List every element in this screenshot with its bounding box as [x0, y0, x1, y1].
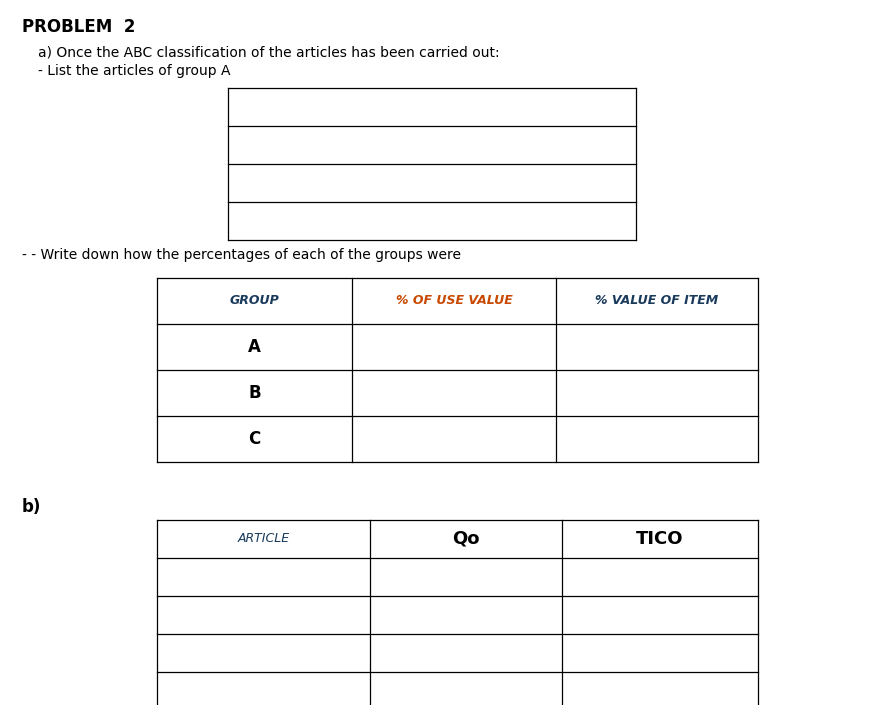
Text: PROBLEM  2: PROBLEM 2	[22, 18, 135, 36]
Text: % OF USE VALUE: % OF USE VALUE	[395, 295, 512, 307]
Text: GROUP: GROUP	[230, 295, 280, 307]
Text: Qo: Qo	[452, 530, 480, 548]
Text: b): b)	[22, 498, 42, 516]
Text: B: B	[248, 384, 260, 402]
Text: a) Once the ABC classification of the articles has been carried out:: a) Once the ABC classification of the ar…	[38, 46, 500, 60]
Text: TICO: TICO	[636, 530, 684, 548]
Text: ARTICLE: ARTICLE	[238, 532, 289, 546]
Text: C: C	[248, 430, 260, 448]
Text: - List the articles of group A: - List the articles of group A	[38, 64, 231, 78]
Text: - - Write down how the percentages of each of the groups were: - - Write down how the percentages of ea…	[22, 248, 461, 262]
Text: % VALUE OF ITEM: % VALUE OF ITEM	[596, 295, 719, 307]
Text: A: A	[248, 338, 261, 356]
